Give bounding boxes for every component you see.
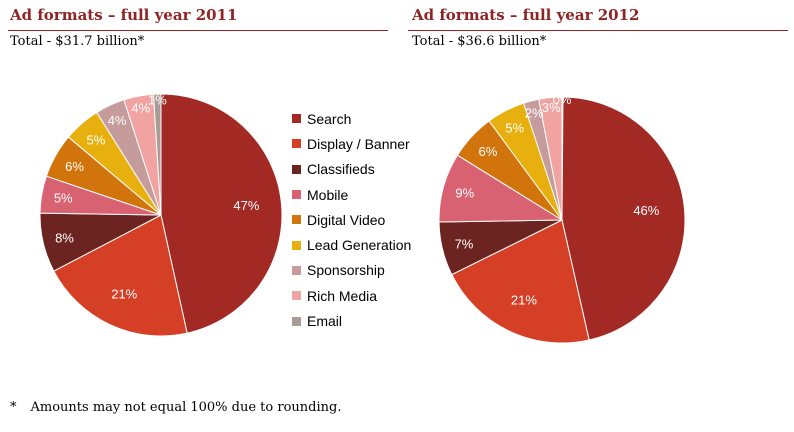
slice-label-display-banner: 21% xyxy=(511,292,537,307)
pie-2012: 46% 21% 7% 9% 6% 5%2%3%0% xyxy=(438,92,686,344)
slice-label-email: 1% xyxy=(148,93,167,108)
slice-label-lead-generation: 5% xyxy=(87,133,106,148)
slice-display-banner xyxy=(53,214,188,337)
legend-swatch xyxy=(292,215,301,225)
slice-label-sponsorship: 2% xyxy=(525,105,544,120)
legend-swatch xyxy=(292,114,301,124)
legend-label: Classifieds xyxy=(307,161,375,178)
footnote-text: Amounts may not equal 100% due to roundi… xyxy=(30,400,342,415)
slice-label-email: 0% xyxy=(553,92,572,107)
legend-item-display-banner: Display / Banner xyxy=(292,131,411,156)
slice-label-digital-video: 6% xyxy=(479,144,498,159)
slice-email xyxy=(152,93,162,216)
slice-search xyxy=(561,96,686,341)
slice-label-lead-generation: 5% xyxy=(505,121,524,136)
slice-label-rich-media: 3% xyxy=(542,100,561,115)
slice-label-sponsorship: 4% xyxy=(108,113,127,128)
chart-title-2011: Ad formats – full year 2011 xyxy=(10,6,238,24)
slice-label-search: 46% xyxy=(633,203,659,218)
pie-2011: 47%21%8%5%6%5%4%4%1% xyxy=(39,93,283,337)
legend-item-email: Email xyxy=(292,308,411,333)
footnote-star: * xyxy=(10,400,17,415)
title-rule-2012 xyxy=(408,30,788,31)
slice-label-classifieds: 8% xyxy=(55,230,74,245)
legend-swatch xyxy=(292,190,301,200)
legend-label: Search xyxy=(307,110,352,127)
legend-swatch xyxy=(292,164,301,174)
chart-subtitle-2012: Total - $36.6 billion* xyxy=(412,34,547,49)
legend: Search Display / Banner Classifieds Mobi… xyxy=(292,106,411,334)
legend-item-search: Search xyxy=(292,106,411,131)
legend-swatch xyxy=(292,240,301,250)
legend-label: Digital Video xyxy=(307,211,386,228)
legend-item-digital-video: Digital Video xyxy=(292,207,411,232)
legend-label: Sponsorship xyxy=(307,262,385,279)
slice-label-search: 47% xyxy=(233,198,259,213)
legend-item-rich-media: Rich Media xyxy=(292,283,411,308)
slice-label-mobile: 5% xyxy=(54,191,73,206)
slice-label-rich-media: 4% xyxy=(131,100,150,115)
chart-subtitle-2011: Total - $31.7 billion* xyxy=(10,34,145,49)
slice-display-banner xyxy=(451,219,590,344)
chart-title-2012: Ad formats – full year 2012 xyxy=(412,6,640,24)
slice-label-digital-video: 6% xyxy=(65,159,84,174)
legend-swatch xyxy=(292,265,301,275)
legend-swatch xyxy=(292,316,301,326)
legend-item-sponsorship: Sponsorship xyxy=(292,258,411,283)
legend-swatch xyxy=(292,291,301,301)
legend-item-classifieds: Classifieds xyxy=(292,157,411,182)
title-rule-2011 xyxy=(8,30,388,31)
slice-email xyxy=(561,96,564,221)
legend-item-mobile: Mobile xyxy=(292,182,411,207)
legend-label: Rich Media xyxy=(307,287,378,304)
slice-label-display-banner: 21% xyxy=(111,286,137,301)
footnote: * Amounts may not equal 100% due to round… xyxy=(10,400,341,415)
slice-label-mobile: 9% xyxy=(455,186,474,201)
slice-search xyxy=(160,93,283,334)
legend-label: Mobile xyxy=(307,186,349,203)
slice-label-classifieds: 7% xyxy=(455,236,474,251)
legend-swatch xyxy=(292,139,301,149)
legend-label: Display / Banner xyxy=(307,135,410,152)
legend-label: Lead Generation xyxy=(307,237,412,254)
legend-label: Email xyxy=(307,313,343,330)
legend-item-lead-generation: Lead Generation xyxy=(292,232,411,257)
